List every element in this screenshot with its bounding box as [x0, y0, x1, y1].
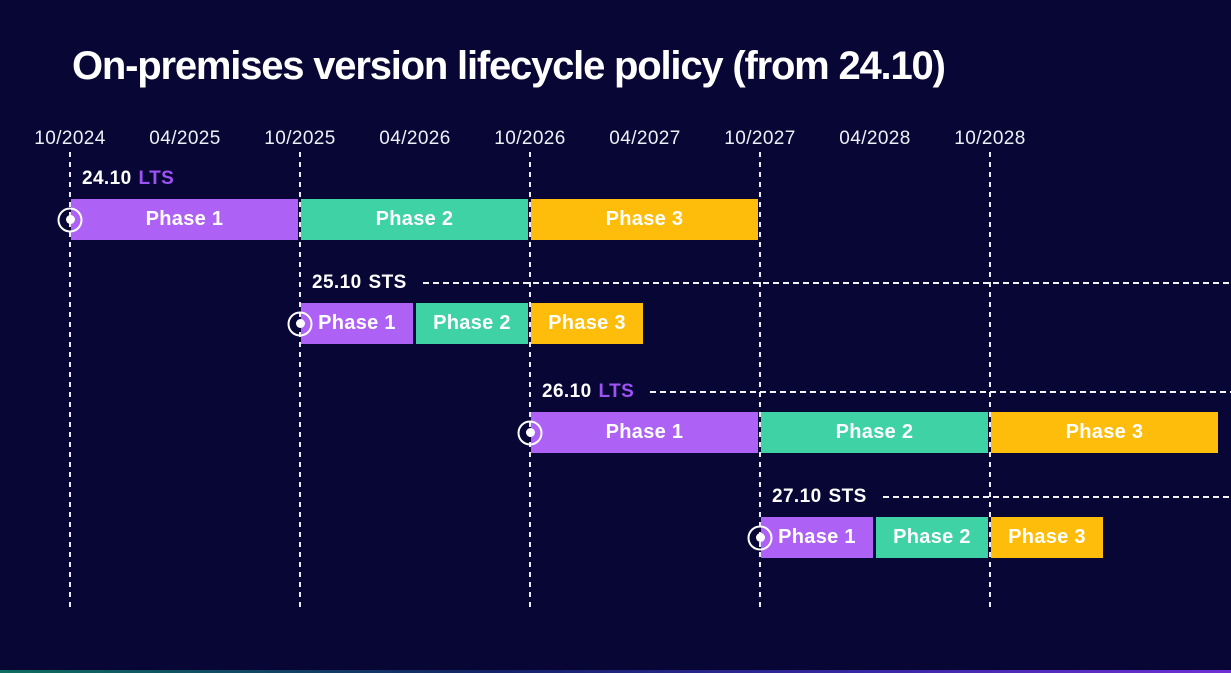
phase-bar: Phase 3: [991, 517, 1103, 558]
phase-bar: Phase 1: [531, 412, 758, 453]
axis-tick-label: 04/2028: [839, 128, 911, 149]
release-start-marker-icon: [517, 420, 543, 445]
phase-bar-label: Phase 3: [605, 208, 684, 230]
axis-tick-label: 04/2026: [379, 128, 451, 149]
phase-bar-label: Phase 1: [145, 208, 224, 230]
release-start-marker-dot: [295, 319, 305, 328]
phase-bar-label: Phase 1: [778, 526, 856, 548]
vertical-gridline: [529, 152, 531, 612]
vertical-gridline: [299, 152, 301, 612]
release-version: 27.10: [772, 486, 822, 507]
phase-bar-label: Phase 2: [835, 421, 914, 443]
release-version: 25.10: [312, 272, 362, 293]
axis-tick-label: 04/2027: [609, 128, 681, 149]
vertical-gridline: [759, 152, 761, 612]
release-start-marker-icon: [57, 207, 83, 232]
phase-bar: Phase 3: [991, 412, 1218, 453]
phase-bar-label: Phase 2: [893, 526, 971, 548]
release-channel: LTS: [138, 168, 175, 189]
phase-bar: Phase 2: [761, 412, 988, 453]
release-channel: STS: [828, 486, 867, 507]
page-title: On-premises version lifecycle policy (fr…: [72, 44, 946, 88]
release-channel: STS: [368, 272, 407, 293]
release-label-row: 25.10 STS: [312, 272, 1231, 294]
axis-tick-label: 10/2024: [34, 128, 106, 149]
phase-bar: Phase 2: [876, 517, 988, 558]
release-label-row: 27.10 STS: [772, 486, 1231, 508]
phase-bar-label: Phase 1: [318, 312, 396, 334]
phase-bar-label: Phase 1: [605, 421, 684, 443]
vertical-gridline: [989, 152, 991, 612]
axis-tick-label: 10/2028: [954, 128, 1026, 149]
phase-bar-label: Phase 3: [1065, 421, 1144, 443]
release-version: 26.10: [542, 381, 592, 402]
phase-bar: Phase 1: [301, 303, 413, 344]
axis-tick-label: 10/2025: [264, 128, 336, 149]
release-start-marker-dot: [755, 533, 765, 542]
release-start-marker-icon: [747, 525, 773, 550]
phase-bar: Phase 2: [416, 303, 528, 344]
release-start-marker-dot: [525, 428, 535, 437]
vertical-gridline: [69, 152, 71, 612]
axis-tick-label: 10/2026: [494, 128, 566, 149]
label-dash-line: [650, 391, 1231, 393]
phase-bar: Phase 1: [761, 517, 873, 558]
release-version: 24.10: [82, 168, 132, 189]
release-start-marker-icon: [287, 311, 313, 336]
label-dash-line: [422, 282, 1231, 284]
release-channel: LTS: [598, 381, 635, 402]
phase-bar-label: Phase 3: [1008, 526, 1086, 548]
phase-bar: Phase 2: [301, 199, 528, 240]
release-label-row: 26.10 LTS: [542, 381, 1231, 403]
phase-bar: Phase 3: [531, 303, 643, 344]
phase-bar-label: Phase 2: [433, 312, 511, 334]
axis-tick-label: 10/2027: [724, 128, 796, 149]
footer-gradient-bar: [0, 670, 1231, 673]
phase-bar: Phase 3: [531, 199, 758, 240]
phase-bar-label: Phase 3: [548, 312, 626, 334]
label-dash-line: [882, 496, 1231, 498]
axis-tick-label: 04/2025: [149, 128, 221, 149]
phase-bar: Phase 1: [71, 199, 298, 240]
release-label-row: 24.10 LTS: [82, 168, 1231, 190]
phase-bar-label: Phase 2: [375, 208, 454, 230]
release-start-marker-dot: [65, 215, 75, 224]
